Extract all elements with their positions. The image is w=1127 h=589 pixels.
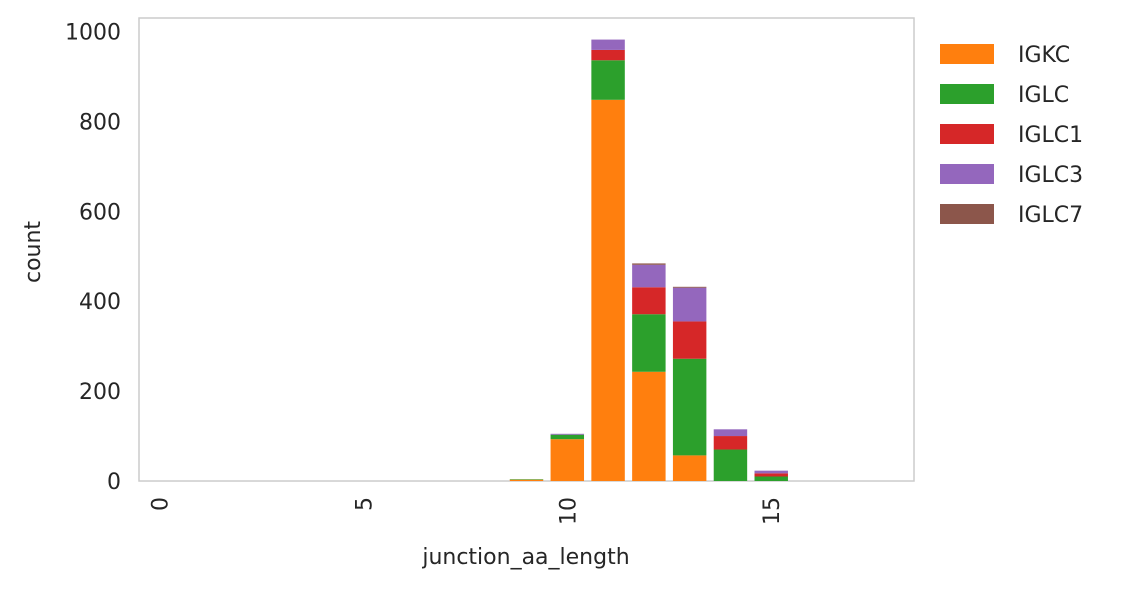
bar-igkc-x13 bbox=[672, 455, 707, 481]
bar-iglc1-x11 bbox=[591, 49, 625, 61]
legend-swatch-igkc bbox=[940, 44, 994, 64]
bar-iglc-x12 bbox=[632, 314, 666, 372]
bar-iglc3-x12 bbox=[632, 264, 666, 288]
legend-label-igkc: IGKC bbox=[1018, 43, 1070, 68]
bar-igkc-x9 bbox=[509, 479, 544, 481]
legend-swatch-iglc bbox=[940, 84, 994, 104]
bar-iglc3-x10 bbox=[550, 433, 585, 435]
legend-swatch-iglc3 bbox=[940, 164, 994, 184]
x-tick-label: 5 bbox=[352, 497, 377, 511]
y-tick-label: 0 bbox=[107, 470, 121, 495]
x-tick-label: 15 bbox=[760, 497, 785, 525]
bar-iglc-x14 bbox=[713, 449, 748, 481]
y-tick-label: 800 bbox=[79, 110, 121, 135]
bar-igkc-x12 bbox=[632, 371, 666, 481]
bar-igkc-x10 bbox=[550, 439, 585, 481]
bar-iglc3-x15 bbox=[754, 470, 788, 474]
legend-label-iglc: IGLC bbox=[1018, 83, 1069, 108]
bar-iglc7-x12 bbox=[632, 263, 666, 265]
y-tick-label: 200 bbox=[79, 380, 121, 405]
bar-iglc1-x14 bbox=[713, 436, 748, 450]
legend: IGKC IGLC IGLC1 IGLC3 IGLC7 bbox=[940, 43, 1083, 228]
legend-label-iglc1: IGLC1 bbox=[1018, 123, 1083, 148]
bar-iglc-x15 bbox=[754, 476, 788, 481]
x-axis-ticks: 0 5 10 15 bbox=[148, 497, 785, 525]
bar-igkc-x11 bbox=[591, 99, 625, 481]
x-axis-label: junction_aa_length bbox=[421, 545, 629, 570]
y-tick-label: 400 bbox=[79, 290, 121, 315]
bar-iglc1-x13 bbox=[672, 321, 707, 359]
x-tick-label: 0 bbox=[148, 497, 173, 511]
y-axis-label: count bbox=[21, 221, 46, 283]
legend-swatch-iglc1 bbox=[940, 124, 994, 144]
bars-group bbox=[509, 39, 788, 481]
bar-iglc3-x11 bbox=[591, 39, 625, 50]
bar-iglc1-x15 bbox=[754, 473, 788, 477]
bar-iglc3-x14 bbox=[713, 429, 748, 437]
legend-label-iglc3: IGLC3 bbox=[1018, 163, 1083, 188]
bar-iglc-x13 bbox=[672, 358, 707, 456]
legend-label-iglc7: IGLC7 bbox=[1018, 203, 1083, 228]
x-tick-label: 10 bbox=[556, 497, 581, 525]
bar-iglc7-x13 bbox=[672, 286, 707, 288]
legend-swatch-iglc7 bbox=[940, 204, 994, 224]
y-tick-label: 600 bbox=[79, 200, 121, 225]
y-axis-ticks: 0 200 400 600 800 1000 bbox=[65, 20, 121, 495]
bar-iglc-x9 bbox=[509, 479, 544, 480]
bar-iglc3-x13 bbox=[672, 287, 707, 322]
y-tick-label: 1000 bbox=[65, 20, 121, 45]
plot-area bbox=[138, 17, 915, 482]
bar-iglc-x10 bbox=[550, 434, 585, 440]
bar-iglc-x11 bbox=[591, 60, 625, 100]
bar-iglc1-x12 bbox=[632, 287, 666, 315]
